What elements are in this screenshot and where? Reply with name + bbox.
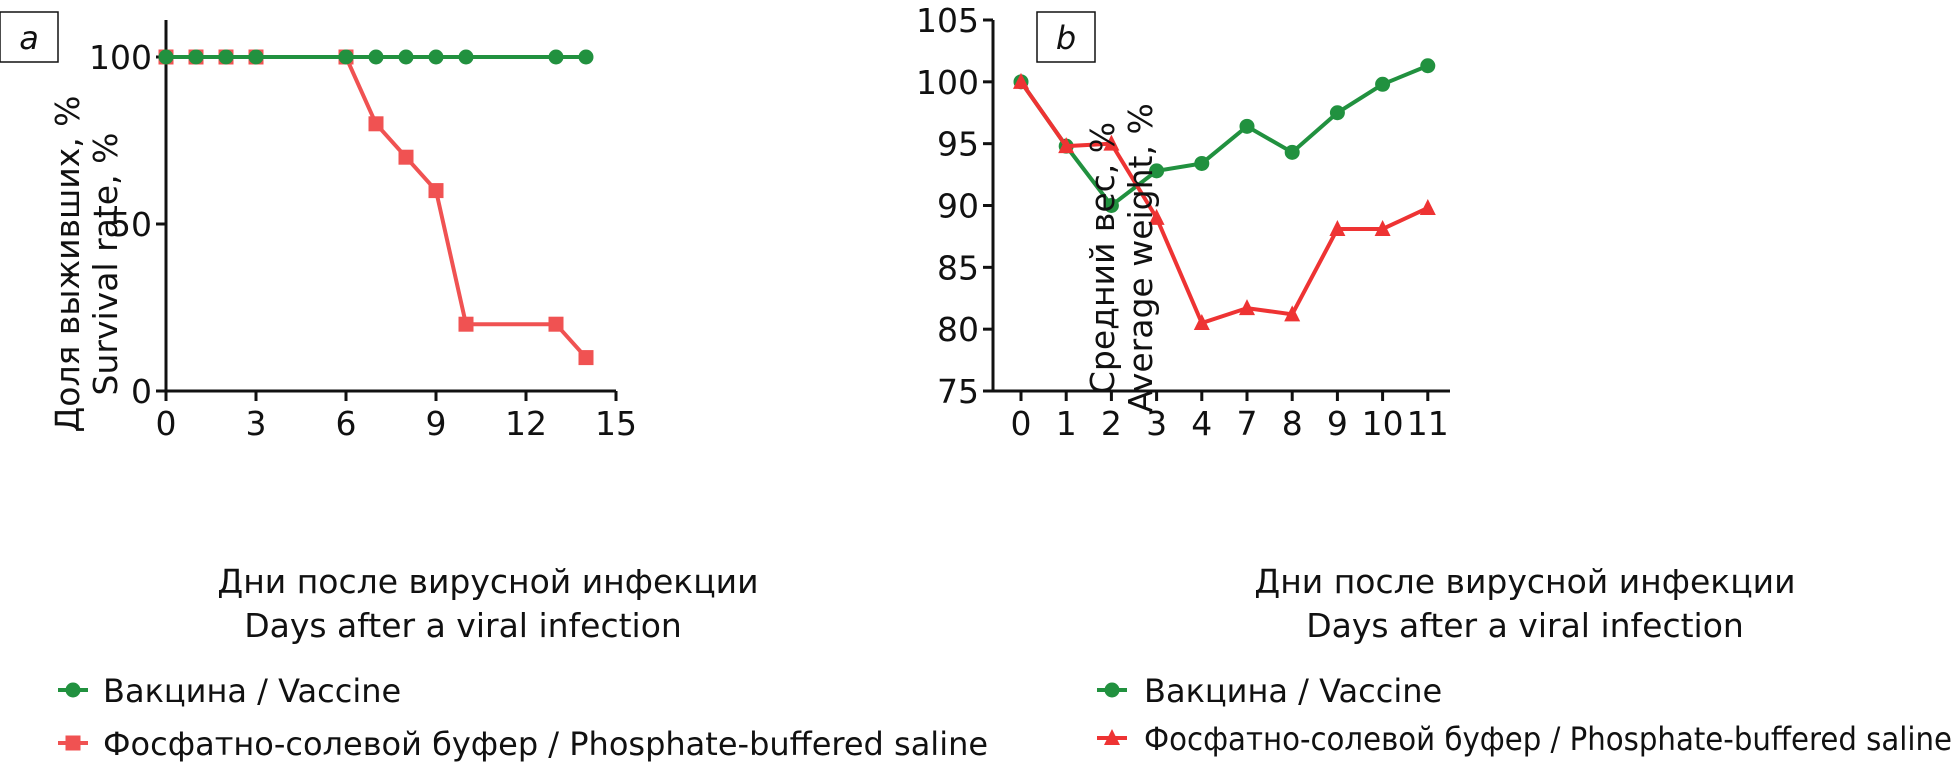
panel-b-vaccine-point [1194, 155, 1210, 171]
panel-b-vaccine-point [1103, 198, 1119, 213]
panel-b-series [1013, 58, 1436, 330]
panel-b-weight-chart: b 75 80 85 90 95 100 105 0 1 2 3 4 7 8 9 10 11 Средний в… [916, 1, 1952, 758]
panel-a-pbs-line [166, 55, 588, 359]
panel-a-y-tick-label: 100 [89, 38, 152, 77]
panel-a-x-axis-title-en: Days after a viral infection [244, 606, 682, 645]
panel-b-y-tick-label: 100 [916, 63, 979, 102]
panel-b-legend-pbs-marker [1104, 729, 1120, 745]
panel-a-legend: Вакцина / Vaccine Фосфатно-солевой буфер… [58, 672, 988, 763]
panel-a-pbs-point [368, 116, 384, 132]
panel-b-vaccine-point [1420, 58, 1436, 74]
panel-a-y-axis-title-en: Survival rate, % [86, 133, 125, 396]
panel-b-pbs-point [1374, 219, 1391, 236]
panel-a-x-tick-label: 0 [156, 404, 177, 443]
panel-b-legend-vaccine-label: Вакцина / Vaccine [1144, 672, 1442, 710]
panel-b-x-tick-label: 8 [1282, 404, 1303, 443]
panel-b-x-tick-label: 9 [1327, 404, 1348, 443]
panel-a-vaccine-point [158, 49, 174, 65]
panel-b-pbs-point [1148, 208, 1165, 225]
panel-a-vaccine-point [398, 49, 414, 65]
panel-b-y-tick-label: 85 [937, 248, 979, 287]
panel-b-x-tick-label: 4 [1191, 404, 1212, 443]
panel-a-pbs-point [578, 350, 594, 366]
panel-b-legend-vaccine: Вакцина / Vaccine [1097, 672, 1442, 710]
panel-a-vaccine-point [548, 49, 564, 65]
panel-b-x-axis-title-en: Days after a viral infection [1306, 606, 1744, 645]
panel-b-y-tick-label: 80 [937, 310, 979, 349]
panel-a-pbs-point [458, 316, 474, 332]
panel-a-legend-vaccine-label: Вакцина / Vaccine [103, 672, 401, 710]
panel-b-x-tick-label: 7 [1237, 404, 1258, 443]
panel-a-survival-chart: a 0 50 100 0 3 6 9 12 15 Доля выживших, % Surviv… [0, 11, 988, 763]
panel-b-pbs-point [1419, 198, 1436, 215]
panel-b-label-box [1036, 11, 1096, 63]
panel-b-pbs-point [1013, 72, 1029, 89]
panel-a-legend-pbs-label: Фосфатно-солевой буфер / Phosphate-buffe… [103, 725, 988, 763]
panel-a-x-axis-title-ru: Дни после вирусной инфекции [217, 562, 758, 601]
panel-b-pbs-line [1019, 80, 1429, 326]
panel-b-x-tick-label: 10 [1362, 404, 1404, 443]
panel-b-vaccine-line [1019, 63, 1429, 209]
panel-b-y-tick-label: 95 [937, 125, 979, 164]
panel-a-pbs-point [428, 183, 444, 199]
panel-b-vaccine-point [1149, 163, 1165, 179]
panel-a-legend-pbs-marker [65, 735, 81, 751]
panel-b-legend: Вакцина / Vaccine Фосфатно-солевой буфер… [1097, 672, 1952, 758]
panel-a-label: a [19, 19, 39, 57]
panel-b-x-tick-label: 2 [1101, 404, 1122, 443]
panel-a-x-tick-label: 15 [595, 404, 637, 443]
panel-a-y-tick-label: 50 [110, 205, 152, 244]
panel-a-vaccine-point [218, 49, 234, 65]
panel-a-label-box [0, 11, 59, 63]
panel-a-vaccine-point [368, 49, 384, 65]
panel-a-vaccine-point [578, 49, 594, 65]
panel-b-vaccine-point [1239, 118, 1255, 134]
panel-b-x-tick-label: 3 [1146, 404, 1167, 443]
panel-b-y-axis-title-en: Average weight, % [1121, 103, 1160, 413]
panel-a-series [158, 49, 594, 366]
panel-a-vaccine-point [338, 49, 354, 65]
panel-a-legend-pbs: Фосфатно-солевой буфер / Phosphate-buffe… [58, 725, 988, 763]
panel-b-pbs-point [1284, 305, 1301, 322]
panel-a-pbs-point [548, 316, 564, 332]
panel-b-y-axis-title-ru: Средний вес, % [1083, 122, 1122, 394]
panel-b-vaccine-point [1284, 144, 1300, 160]
panel-a-vaccine-point [188, 49, 204, 65]
panel-a-y-axis-title-ru: Доля выживших, % [48, 95, 87, 432]
panel-b-pbs-point [1058, 137, 1075, 154]
panel-a-x-tick-label: 12 [505, 404, 547, 443]
panel-b-x-tick-label: 1 [1056, 404, 1077, 443]
panel-b-vaccine-point [1329, 105, 1345, 121]
panel-a-vaccine-point [248, 49, 264, 65]
panel-b-pbs-point [1239, 299, 1255, 316]
panel-b-y-tick-label: 90 [937, 187, 979, 226]
panel-b-y-tick-label: 75 [937, 372, 979, 411]
panel-b-legend-pbs: Фосфатно-солевой буфер / Phosphate-buffe… [1097, 720, 1952, 758]
panel-b-pbs-point [1193, 313, 1210, 330]
panel-b-legend-pbs-label: Фосфатно-солевой буфер / Phosphate-buffe… [1144, 720, 1952, 758]
panel-a-legend-vaccine: Вакцина / Vaccine [58, 672, 401, 710]
panel-b-legend-vaccine-marker [1104, 682, 1120, 698]
panel-b-vaccine-point [1375, 76, 1391, 92]
panel-b-x-tick-label: 0 [1011, 404, 1032, 443]
panel-a-axes: 0 50 100 0 3 6 9 12 15 [89, 20, 637, 443]
panel-a-vaccine-point [458, 49, 474, 65]
panel-b-axes: 75 80 85 90 95 100 105 0 1 2 3 4 7 8 9 10 11 [916, 1, 1450, 443]
panel-a-x-tick-label: 6 [336, 404, 357, 443]
panel-a-legend-vaccine-marker [65, 682, 81, 698]
panel-b-y-tick-label: 105 [916, 1, 979, 40]
panel-b-x-axis-title-ru: Дни после вирусной инфекции [1254, 562, 1795, 601]
panel-a-x-tick-label: 3 [246, 404, 267, 443]
panel-a-vaccine-point [428, 49, 444, 65]
panel-a-x-tick-label: 9 [426, 404, 447, 443]
panel-b-label: b [1056, 19, 1076, 57]
panel-b-x-tick-label: 11 [1407, 404, 1449, 443]
panel-b-pbs-point [1103, 134, 1120, 151]
panel-b-pbs-point [1329, 219, 1346, 236]
panel-a-y-tick-label: 0 [131, 372, 152, 411]
panel-a-pbs-point [398, 149, 414, 165]
